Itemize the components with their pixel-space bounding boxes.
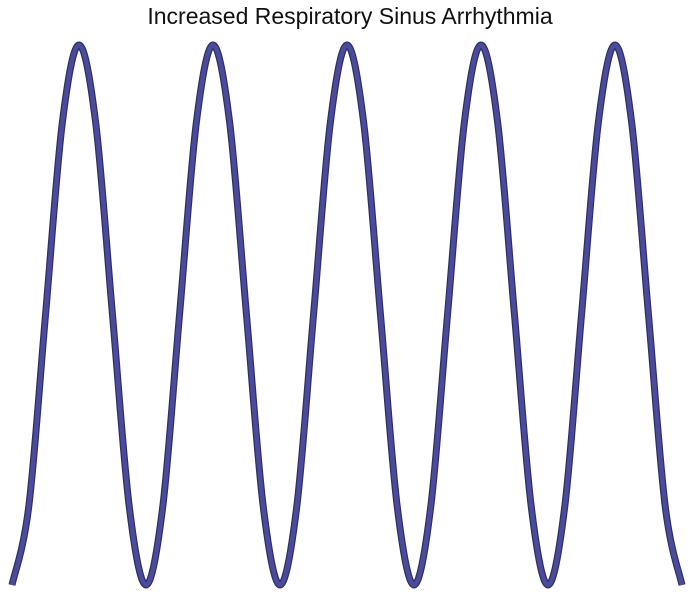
chart-title: Increased Respiratory Sinus Arrhythmia — [147, 3, 552, 29]
line — [9, 42, 685, 588]
